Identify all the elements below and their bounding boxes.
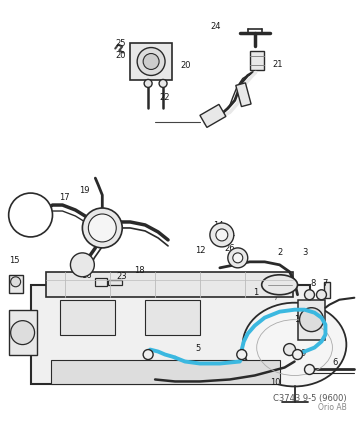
Text: 24: 24 [211, 22, 221, 31]
Text: 16: 16 [81, 271, 92, 280]
Text: 23: 23 [116, 272, 127, 281]
Circle shape [233, 253, 243, 263]
Circle shape [292, 350, 303, 359]
Text: 5: 5 [195, 344, 201, 353]
Text: 15: 15 [9, 256, 20, 265]
Circle shape [304, 290, 315, 300]
Circle shape [316, 290, 327, 300]
Text: 3: 3 [302, 249, 307, 258]
Circle shape [137, 48, 165, 75]
Circle shape [299, 308, 324, 332]
Circle shape [283, 344, 295, 356]
Text: 19: 19 [79, 186, 90, 195]
Bar [250, 51, 264, 71]
Text: Orio AB: Orio AB [318, 403, 347, 412]
Bar [9, 310, 37, 355]
Bar [30, 285, 310, 384]
Circle shape [10, 321, 34, 344]
Text: 6: 6 [333, 358, 338, 367]
Circle shape [237, 350, 247, 359]
Text: 13: 13 [24, 210, 37, 220]
Circle shape [143, 350, 153, 359]
Bar [51, 359, 279, 384]
Text: 25: 25 [115, 39, 126, 48]
Circle shape [304, 365, 315, 375]
Ellipse shape [210, 223, 234, 247]
Bar [108, 280, 122, 285]
Circle shape [71, 253, 94, 277]
Circle shape [9, 193, 52, 237]
Text: 8: 8 [311, 279, 316, 288]
Ellipse shape [262, 275, 298, 295]
Circle shape [144, 80, 152, 87]
Text: 20: 20 [115, 51, 126, 60]
Text: 26: 26 [224, 244, 235, 253]
Bar [298, 300, 325, 340]
Circle shape [143, 53, 159, 70]
Ellipse shape [83, 208, 122, 248]
Text: 21: 21 [272, 60, 283, 69]
Text: 12: 12 [195, 246, 205, 255]
Text: 10: 10 [270, 378, 281, 387]
Text: 7: 7 [323, 279, 328, 288]
Ellipse shape [228, 248, 248, 268]
Text: 11: 11 [294, 315, 305, 324]
Bar [60, 300, 115, 335]
Bar [200, 104, 226, 127]
Text: 14: 14 [212, 221, 223, 230]
Text: C3743 9-5 (9600): C3743 9-5 (9600) [273, 394, 347, 403]
Text: 4: 4 [317, 315, 322, 324]
Bar [46, 272, 292, 297]
Circle shape [159, 80, 167, 87]
Bar [236, 83, 251, 107]
Text: 20: 20 [181, 61, 191, 70]
Text: 1: 1 [253, 288, 258, 297]
Circle shape [10, 277, 21, 287]
Bar [324, 282, 331, 298]
Text: 22: 22 [160, 93, 170, 102]
Circle shape [216, 229, 228, 241]
Text: 9: 9 [301, 349, 306, 358]
Text: 2: 2 [277, 249, 282, 258]
Text: 17: 17 [59, 193, 70, 202]
Ellipse shape [88, 214, 116, 242]
Bar [130, 43, 172, 80]
Text: 18: 18 [134, 266, 144, 275]
Bar [95, 278, 107, 286]
Ellipse shape [243, 303, 346, 387]
Bar [145, 300, 200, 335]
Bar [9, 275, 22, 293]
